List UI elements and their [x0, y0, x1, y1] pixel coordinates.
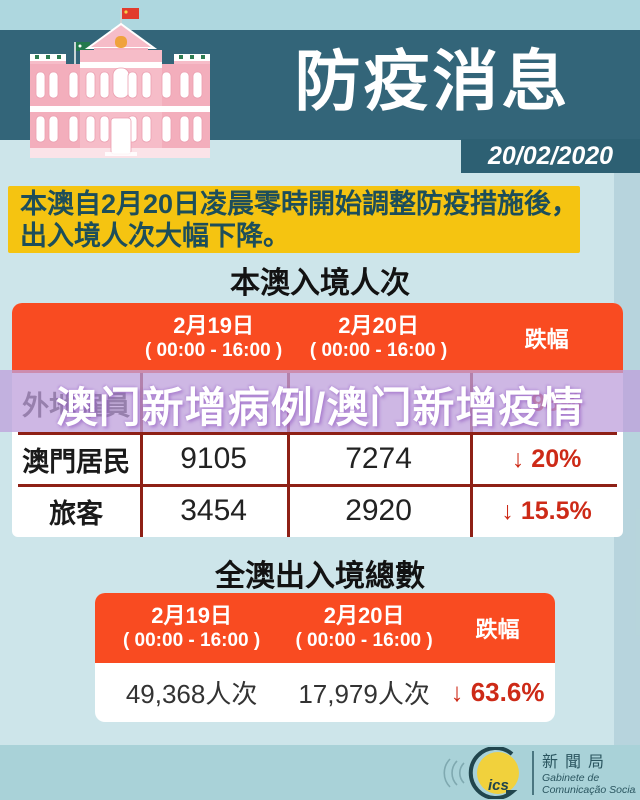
government-building-illustration — [30, 8, 210, 158]
total-day2: 17,979人次 — [298, 679, 430, 709]
row-value-day2: 2920 — [345, 494, 412, 527]
header-cell-day2: 2月20日 ( 00:00 - 16:00 ) — [287, 313, 470, 363]
macau-flag-icon — [74, 42, 90, 64]
gcs-logo: ics 新聞局 Gabinete de Comunicação Social — [443, 747, 636, 799]
totals-table-header: 2月19日 ( 00:00 - 16:00 ) 2月20日 ( 00:00 - … — [95, 593, 555, 663]
header-date-1: 2月19日 — [173, 313, 254, 338]
watermark-band — [0, 370, 640, 432]
logo-acronym: ics — [488, 777, 509, 794]
header-cell-drop: 跌幅 — [524, 327, 569, 352]
row-label: 旅客 — [49, 498, 104, 529]
header-time-1: ( 00:00 - 16:00 ) — [122, 630, 261, 651]
header-time-2: ( 00:00 - 16:00 ) — [309, 340, 448, 361]
notice-banner: 本澳自2月20日凌晨零時開始調整防疫措施後， 出入境人次大幅下降。 — [8, 186, 580, 253]
header-cell-day1: 2月19日 ( 00:00 - 16:00 ) — [140, 313, 287, 363]
header-date-1: 2月19日 — [151, 603, 232, 628]
footer: ics 新聞局 Gabinete de Comunicação Social — [0, 745, 640, 800]
logo-g-arc — [468, 747, 518, 799]
logo-circle — [477, 752, 519, 794]
header-cell-day2: 2月20日 ( 00:00 - 16:00 ) — [288, 603, 440, 653]
notice-line-1: 本澳自2月20日凌晨零時開始調整防疫措施後， — [20, 189, 579, 219]
org-name-pt-2: Comunicação Social — [542, 784, 636, 796]
china-flag-icon — [120, 8, 139, 34]
total-day1: 49,368人次 — [125, 679, 258, 709]
row-label: 澳門居民 — [22, 446, 131, 477]
header-date-2: 2月20日 — [338, 313, 419, 338]
org-name-pt-1: Gabinete de — [542, 772, 599, 784]
column-divider — [140, 373, 144, 537]
notice-line-2: 出入境人次大幅下降。 — [20, 221, 290, 251]
row-divider — [18, 484, 617, 487]
header-time-1: ( 00:00 - 16:00 ) — [144, 340, 283, 361]
arrivals-table-header: 2月19日 ( 00:00 - 16:00 ) 2月20日 ( 00:00 - … — [12, 303, 623, 373]
header-date-2: 2月20日 — [323, 603, 405, 628]
section-title-totals: 全澳出入境總數 — [215, 560, 425, 593]
header-time-2: ( 00:00 - 16:00 ) — [295, 630, 433, 651]
org-name-zh: 新聞局 — [542, 753, 611, 771]
row-divider — [18, 432, 617, 435]
row-value-day1: 9105 — [180, 442, 247, 475]
column-divider — [470, 373, 474, 537]
logo-divider — [532, 751, 534, 795]
header-cell-day1: 2月19日 ( 00:00 - 16:00 ) — [95, 603, 288, 653]
row-drop: ↓ 20% — [511, 444, 582, 473]
column-divider — [286, 373, 290, 537]
section-title-arrivals: 本澳入境人次 — [230, 267, 410, 300]
totals-table: 2月19日 ( 00:00 - 16:00 ) 2月20日 ( 00:00 - … — [95, 593, 555, 722]
page-title: 防疫消息 — [294, 44, 571, 118]
row-drop: ↓ 15.5% — [501, 496, 592, 525]
totals-table-body: 49,368人次 17,979人次 ↓ 63.6% — [95, 663, 555, 722]
watermark-text: 澳门新增病例/澳门新增疫情 — [55, 384, 585, 431]
sound-waves-icon — [443, 758, 465, 788]
date-badge: 20/02/2020 — [461, 139, 640, 173]
total-drop: ↓ 63.6% — [450, 677, 545, 707]
header-cell-drop: 跌幅 — [475, 617, 520, 642]
row-value-day1: 3454 — [180, 494, 247, 527]
top-strip — [0, 0, 640, 30]
row-value-day2: 7274 — [345, 442, 412, 475]
